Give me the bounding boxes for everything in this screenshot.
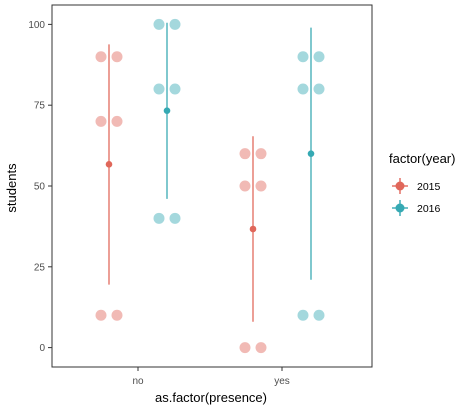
data-point-2016 [169, 83, 181, 95]
data-point-2015 [255, 342, 267, 354]
data-point-2015 [95, 51, 107, 63]
y-tick-label: 100 [28, 20, 45, 31]
y-tick-label: 75 [34, 101, 46, 112]
x-tick-label: yes [274, 376, 290, 387]
y-tick-label: 25 [34, 262, 46, 273]
legend-label: 2015 [417, 181, 441, 193]
data-point-2016 [169, 18, 181, 30]
legend-key-dot [395, 181, 405, 191]
data-point-2016 [313, 309, 325, 321]
legend: factor(year) 2015 2016 [389, 151, 455, 216]
data-point-2015 [95, 309, 107, 321]
data-point-2016 [297, 309, 309, 321]
data-point-2015 [111, 309, 123, 321]
data-points [95, 18, 325, 354]
data-point-2015 [239, 180, 251, 192]
data-point-2015 [239, 148, 251, 160]
legend-label: 2016 [417, 203, 441, 215]
data-point-2015 [255, 148, 267, 160]
mean-point-2016 [163, 107, 171, 114]
x-axis-title: as.factor(presence) [155, 390, 267, 405]
legend-key-dot [395, 203, 405, 213]
data-point-2015 [239, 342, 251, 354]
legend-item-2016: 2016 [392, 200, 441, 216]
data-point-2016 [313, 51, 325, 63]
data-point-2016 [153, 18, 165, 30]
legend-title: factor(year) [389, 151, 455, 166]
data-point-2016 [153, 212, 165, 224]
mean-point-2015 [249, 225, 257, 233]
data-point-2016 [297, 51, 309, 63]
summary-ranges [105, 22, 315, 322]
x-tick-label: no [132, 376, 144, 387]
data-point-2015 [111, 115, 123, 127]
data-point-2015 [255, 180, 267, 192]
mean-point-2015 [105, 161, 113, 168]
y-axis-title: students [4, 163, 19, 213]
data-point-2016 [313, 83, 325, 95]
y-tick-label: 0 [39, 343, 45, 354]
mean-point-2016 [307, 150, 315, 157]
data-point-2016 [153, 83, 165, 95]
axes: 0 25 50 75 100 no yes [28, 20, 289, 387]
data-point-2015 [95, 115, 107, 127]
data-point-2016 [297, 83, 309, 95]
y-tick-label: 50 [34, 182, 46, 193]
data-point-2015 [111, 51, 123, 63]
data-point-2016 [169, 212, 181, 224]
legend-item-2015: 2015 [392, 178, 441, 194]
